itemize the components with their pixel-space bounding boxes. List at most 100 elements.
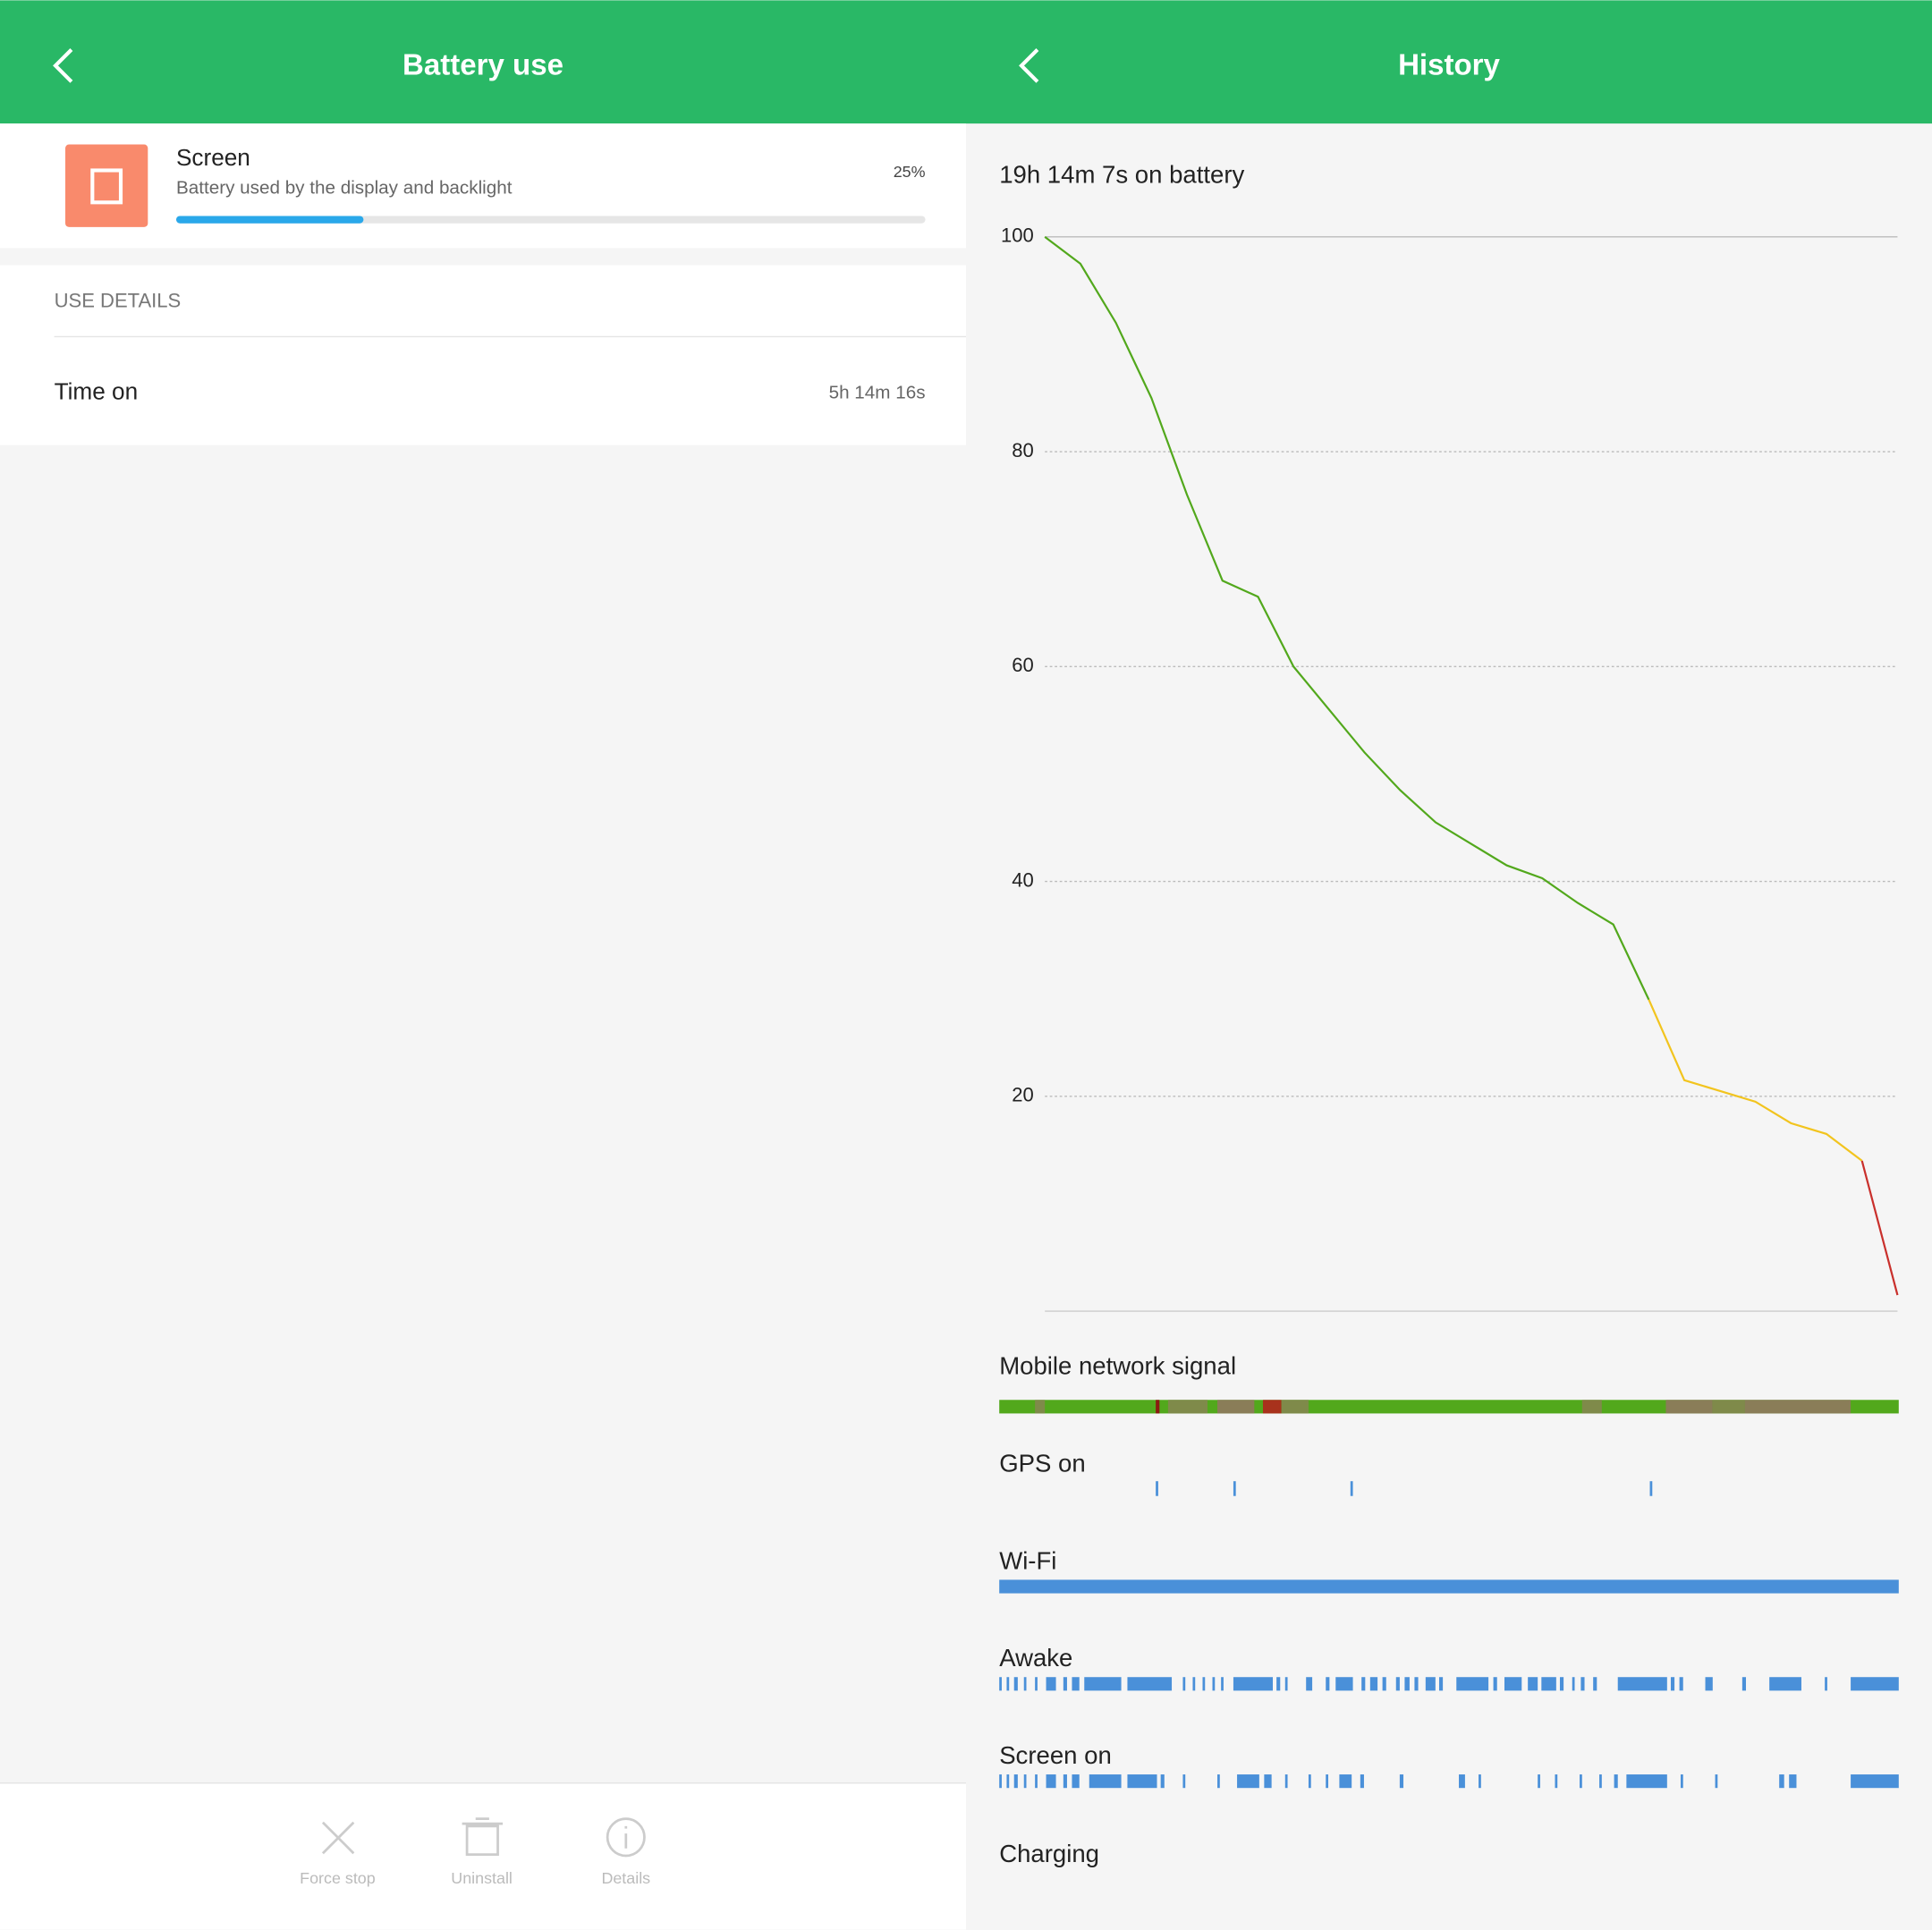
details-icon[interactable] — [606, 1817, 646, 1858]
activity-mark — [1789, 1774, 1797, 1789]
header — [0, 0, 1932, 124]
section-header: USE DETAILS — [55, 290, 182, 312]
y-tick-label: 100 — [1001, 224, 1034, 247]
activity-mark — [1160, 1774, 1165, 1789]
activity-mark — [1360, 1774, 1364, 1789]
signal-segment — [1167, 1400, 1208, 1414]
activity-mark — [1825, 1677, 1827, 1691]
battery-chart: 20 40 60 80 100 — [1001, 224, 1899, 1296]
activity-mark — [1023, 1774, 1027, 1789]
activity-mark — [1404, 1677, 1410, 1691]
activity-mark — [1715, 1774, 1718, 1789]
activity-mark — [1006, 1677, 1010, 1691]
activity-mark — [1493, 1677, 1497, 1691]
gps-mark — [1649, 1481, 1653, 1496]
activity-mark — [1221, 1677, 1224, 1691]
y-tick-label: 80 — [1012, 439, 1034, 461]
signal-segment — [1156, 1400, 1160, 1414]
signal-segment — [1712, 1400, 1745, 1414]
activity-mark — [1212, 1677, 1216, 1691]
action-label[interactable]: Details — [601, 1869, 650, 1887]
activity-mark — [1705, 1677, 1713, 1691]
activity-mark — [1127, 1677, 1173, 1691]
activity-mark — [1127, 1774, 1157, 1789]
activity-mark — [1438, 1677, 1444, 1691]
item-card — [0, 123, 966, 249]
signal-segment — [1217, 1400, 1255, 1414]
activity-mark — [1456, 1677, 1489, 1691]
activity-mark — [1284, 1677, 1288, 1691]
back-button[interactable] — [1019, 48, 1039, 83]
activity-mark — [1335, 1677, 1353, 1691]
track-label: Awake — [999, 1644, 1072, 1672]
activity-mark — [1425, 1677, 1436, 1691]
activity-mark — [1182, 1677, 1186, 1691]
activity-mark — [1369, 1677, 1378, 1691]
activity-mark — [1264, 1774, 1272, 1789]
activity-mark — [1680, 1774, 1683, 1789]
signal-segment — [1281, 1400, 1309, 1414]
activity-mark — [1382, 1677, 1386, 1691]
activity-mark — [1617, 1677, 1667, 1691]
y-tick-label: 60 — [1012, 654, 1034, 676]
track-label: Charging — [999, 1840, 1099, 1867]
activity-mark — [1593, 1677, 1597, 1691]
details-card — [0, 265, 966, 445]
gps-mark — [1156, 1481, 1158, 1496]
activity-mark — [1326, 1774, 1328, 1789]
activity-mark — [1414, 1677, 1419, 1691]
activity-mark — [1580, 1677, 1585, 1691]
activity-mark — [1559, 1677, 1564, 1691]
activity-mark — [1284, 1774, 1288, 1789]
summary: 19h 14m 7s on battery — [999, 161, 1244, 189]
activity-mark — [1192, 1677, 1196, 1691]
action-label[interactable]: Force stop — [300, 1869, 376, 1887]
activity-mark — [1538, 1774, 1540, 1789]
force-stop-icon[interactable] — [321, 1821, 355, 1855]
activity-mark — [1182, 1774, 1186, 1789]
progress-fill — [175, 216, 364, 224]
activity-mark — [1614, 1774, 1618, 1789]
activity-mark — [1217, 1774, 1220, 1789]
gps-mark — [1233, 1481, 1236, 1496]
activity-mark — [1276, 1677, 1281, 1691]
activity-mark — [1580, 1774, 1582, 1789]
y-tick-label: 40 — [1012, 868, 1034, 891]
signal-segment — [1262, 1400, 1282, 1414]
screen-icon — [65, 144, 148, 227]
activity-mark — [1308, 1774, 1311, 1789]
activity-mark — [1072, 1774, 1080, 1789]
track-label: Screen on — [999, 1741, 1112, 1769]
activity-mark — [1023, 1677, 1027, 1691]
track-label: Mobile network signal — [999, 1352, 1236, 1380]
activity-mark — [1670, 1677, 1675, 1691]
activity-mark — [1361, 1677, 1366, 1691]
activity-mark — [1679, 1677, 1683, 1691]
row-label: Time on — [55, 378, 139, 405]
signal-segment — [1744, 1400, 1852, 1414]
title: Battery use — [402, 48, 564, 81]
activity-mark — [1851, 1677, 1899, 1691]
activity-mark — [1035, 1677, 1038, 1691]
gps-mark — [1350, 1481, 1353, 1496]
uninstall-icon[interactable] — [462, 1817, 504, 1856]
activity-mark — [1599, 1774, 1602, 1789]
activity-mark — [1504, 1677, 1522, 1691]
activity-mark — [1233, 1677, 1274, 1691]
activity-mark — [1769, 1677, 1801, 1691]
activity-mark — [1572, 1677, 1575, 1691]
activity-mark — [1459, 1774, 1465, 1789]
back-button[interactable] — [53, 48, 73, 83]
action-label[interactable]: Uninstall — [451, 1869, 513, 1887]
activity-mark — [1555, 1774, 1558, 1789]
progress-track — [175, 216, 926, 224]
activity-mark — [1013, 1774, 1018, 1789]
activity-mark — [1626, 1774, 1667, 1789]
percent-label: 25% — [894, 163, 926, 181]
icon-glyph — [90, 168, 123, 205]
row-value: 5h 14m 16s — [829, 382, 926, 402]
activity-mark — [1326, 1677, 1330, 1691]
track-label: Wi-Fi — [999, 1546, 1056, 1574]
